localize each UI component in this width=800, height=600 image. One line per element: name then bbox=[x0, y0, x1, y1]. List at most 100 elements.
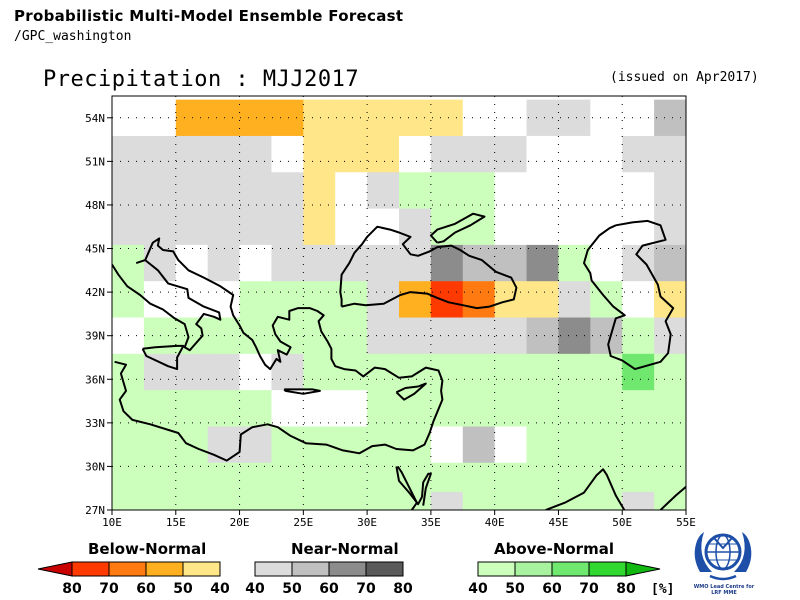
legend-above-swatch bbox=[551, 561, 590, 577]
forecast-cell bbox=[112, 491, 145, 510]
legend-above-label: 50 bbox=[505, 581, 525, 597]
forecast-cell bbox=[494, 491, 528, 510]
coastline bbox=[112, 259, 222, 352]
forecast-cell bbox=[335, 390, 368, 428]
forecast-cell bbox=[399, 135, 432, 173]
coastline bbox=[640, 509, 642, 510]
issued-label: (issued on Apr2017) bbox=[610, 70, 759, 85]
forecast-cell bbox=[239, 172, 273, 210]
forecast-cell bbox=[271, 99, 304, 137]
forecast-cell bbox=[239, 244, 273, 282]
forecast-cell bbox=[430, 317, 464, 355]
forecast-cell bbox=[718, 354, 750, 391]
forecast-cell bbox=[462, 491, 496, 510]
legend-near-label: 80 bbox=[393, 581, 413, 597]
forecast-cell bbox=[175, 390, 209, 428]
forecast-cell bbox=[558, 244, 591, 282]
forecast-cell bbox=[622, 317, 655, 355]
forecast-cell bbox=[143, 390, 177, 428]
legend-below-arrow bbox=[37, 561, 73, 577]
forecast-cell bbox=[654, 99, 686, 137]
legend-near-swatch bbox=[291, 561, 330, 577]
forecast-cell bbox=[622, 491, 655, 510]
forecast-cell bbox=[367, 208, 400, 246]
forecast-cell bbox=[462, 353, 496, 391]
lon-tick-label: 35E bbox=[421, 516, 441, 529]
forecast-cell bbox=[654, 244, 686, 282]
forecast-cell bbox=[143, 353, 177, 391]
forecast-cell bbox=[399, 99, 432, 137]
page-title: Probabilistic Multi-Model Ensemble Forec… bbox=[14, 7, 404, 25]
legend-below-swatch bbox=[108, 561, 147, 577]
forecast-cell bbox=[367, 244, 400, 282]
coastline bbox=[396, 465, 418, 510]
forecast-cell bbox=[590, 390, 623, 428]
forecast-cell bbox=[399, 353, 432, 391]
legend-below-swatch bbox=[145, 561, 184, 577]
legend-below-swatch bbox=[71, 561, 110, 577]
forecast-cell bbox=[143, 172, 177, 210]
forecast-cell bbox=[686, 354, 718, 391]
forecast-cell bbox=[399, 172, 432, 210]
forecast-cell bbox=[526, 135, 560, 173]
forecast-cell bbox=[367, 172, 400, 210]
forecast-cell bbox=[494, 244, 528, 282]
map-frame bbox=[111, 95, 687, 511]
forecast-cell bbox=[558, 426, 591, 464]
forecast-cell bbox=[303, 390, 336, 428]
lat-tick-label: 30N bbox=[85, 460, 105, 473]
forecast-cell bbox=[558, 135, 591, 173]
forecast-cell bbox=[143, 208, 177, 246]
legend-below-label: 70 bbox=[99, 581, 119, 597]
forecast-cell bbox=[335, 99, 368, 137]
forecast-cell bbox=[430, 172, 464, 210]
forecast-cell bbox=[143, 135, 177, 173]
forecast-cell bbox=[622, 99, 655, 137]
forecast-cell bbox=[143, 426, 177, 464]
forecast-cell bbox=[686, 426, 718, 463]
forecast-cell bbox=[558, 281, 591, 319]
forecast-cell bbox=[112, 172, 145, 210]
legend-below-label: 50 bbox=[173, 581, 193, 597]
forecast-cell bbox=[239, 99, 273, 137]
forecast-cell bbox=[622, 281, 655, 319]
forecast-cell bbox=[526, 317, 560, 355]
forecast-cell bbox=[462, 426, 496, 464]
forecast-cell bbox=[654, 208, 686, 246]
forecast-cell bbox=[718, 245, 750, 282]
forecast-cell bbox=[494, 317, 528, 355]
coastline bbox=[545, 468, 626, 510]
forecast-cell bbox=[335, 317, 368, 355]
forecast-cell bbox=[462, 172, 496, 210]
forecast-cell bbox=[207, 135, 241, 173]
forecast-cell bbox=[239, 390, 273, 428]
lat-tick-label: 36N bbox=[85, 373, 105, 386]
forecast-cell bbox=[622, 390, 655, 428]
forecast-cell bbox=[686, 209, 718, 246]
forecast-cell bbox=[590, 426, 623, 464]
forecast-cell bbox=[207, 244, 241, 282]
legend-below-swatch bbox=[182, 561, 221, 577]
legend-above-label: 60 bbox=[542, 581, 562, 597]
forecast-cell bbox=[462, 317, 496, 355]
forecast-cell bbox=[303, 208, 336, 246]
forecast-cell bbox=[271, 244, 304, 282]
legend-above-swatch bbox=[588, 561, 627, 577]
forecast-cell bbox=[367, 135, 400, 173]
forecast-cell bbox=[175, 491, 209, 510]
forecast-cell bbox=[526, 281, 560, 319]
coastline bbox=[283, 388, 321, 395]
forecast-cell bbox=[590, 353, 623, 391]
forecast-cell bbox=[335, 172, 368, 210]
forecast-cell bbox=[207, 208, 241, 246]
forecast-cell bbox=[590, 99, 623, 137]
forecast-cell bbox=[335, 353, 368, 391]
forecast-cell bbox=[112, 353, 145, 391]
lon-tick-label: 45E bbox=[549, 516, 569, 529]
forecast-cell bbox=[526, 426, 560, 464]
forecast-cell bbox=[526, 353, 560, 391]
forecast-cell bbox=[207, 426, 241, 464]
forecast-cell bbox=[239, 135, 273, 173]
legend-above-label: 40 bbox=[468, 581, 488, 597]
lon-tick-label: 20E bbox=[230, 516, 250, 529]
